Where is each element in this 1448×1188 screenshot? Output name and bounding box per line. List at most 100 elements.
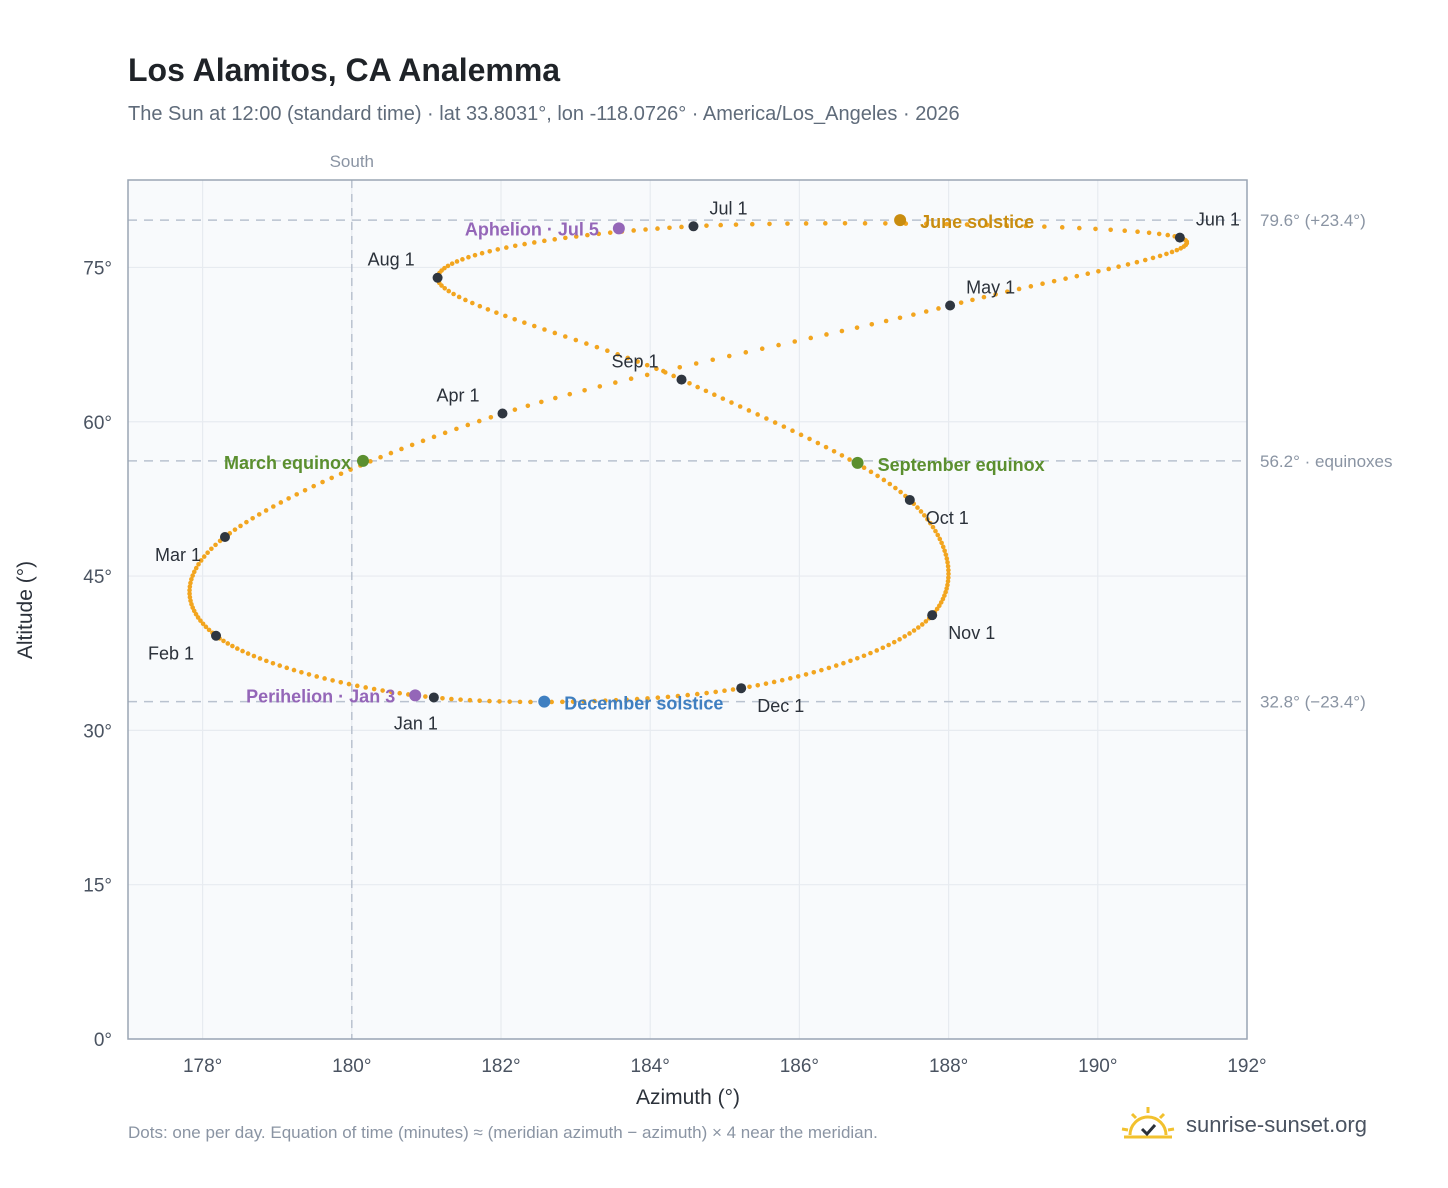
daily-sun-dot: [338, 471, 344, 477]
daily-sun-dot: [677, 364, 683, 370]
daily-sun-dot: [923, 619, 929, 624]
daily-sun-dot: [635, 359, 640, 364]
daily-sun-dot: [831, 448, 837, 454]
daily-sun-dot: [203, 624, 209, 630]
daily-sun-dot: [1005, 289, 1010, 294]
daily-sun-dot: [759, 346, 765, 352]
daily-sun-dot: [284, 665, 290, 671]
daily-sun-dot: [743, 350, 749, 355]
daily-sun-dot: [785, 221, 790, 226]
daily-sun-dot: [1125, 262, 1131, 267]
daily-sun-dot: [726, 353, 732, 359]
daily-sun-dot: [874, 648, 880, 653]
daily-sun-dot: [348, 467, 353, 472]
daily-sun-dot: [354, 683, 360, 689]
daily-sun-dot: [487, 248, 493, 254]
daily-sun-dot: [466, 254, 471, 260]
daily-sun-dot: [631, 228, 636, 233]
daily-sun-dot: [528, 699, 533, 705]
daily-sun-dot: [940, 544, 946, 550]
daily-sun-dot: [532, 323, 537, 329]
daily-sun-dot: [755, 682, 761, 688]
daily-sun-dot: [553, 395, 558, 401]
daily-sun-dot: [643, 227, 648, 232]
daily-sun-dot: [573, 337, 579, 343]
daily-sun-dot: [244, 519, 249, 525]
x-tick-label: 178°: [183, 1056, 222, 1077]
daily-sun-dot: [883, 221, 888, 226]
daily-sun-dot: [729, 400, 734, 405]
daily-sun-dot: [772, 420, 778, 425]
daily-sun-dot: [439, 283, 444, 288]
daily-sun-dot: [945, 563, 951, 569]
daily-sun-dot: [314, 674, 320, 679]
month-marker: [945, 300, 956, 311]
daily-sun-dot: [488, 414, 494, 420]
month-label: Jun 1: [1196, 210, 1240, 230]
daily-sun-dot: [875, 473, 880, 479]
daily-sun-dot: [1150, 255, 1156, 261]
daily-sun-dot: [687, 381, 692, 386]
daily-sun-dot: [477, 698, 482, 703]
daily-sun-dot: [981, 294, 987, 300]
daily-sun-dot: [596, 231, 602, 237]
daily-sun-dot: [934, 606, 940, 612]
event-label: Perihelion · Jan 3: [246, 686, 395, 706]
daily-sun-dot: [898, 489, 903, 495]
footnote: Dots: one per day. Equation of time (min…: [128, 1123, 878, 1142]
daily-sun-dot: [522, 320, 527, 325]
daily-sun-dot: [747, 684, 752, 690]
daily-sun-dot: [925, 516, 930, 522]
daily-sun-dot: [198, 618, 203, 623]
daily-sun-dot: [597, 384, 603, 389]
daily-sun-dot: [710, 357, 716, 363]
daily-sun-dot: [582, 387, 587, 393]
daily-sun-dot: [1085, 271, 1091, 277]
event-marker: [894, 214, 907, 227]
y-tick-label: 0°: [94, 1030, 112, 1051]
daily-sun-dot: [839, 328, 845, 334]
plot-frame: [127, 179, 1248, 1040]
daily-sun-dot: [644, 372, 650, 378]
daily-sun-dot: [945, 578, 951, 584]
x-tick-label: 192°: [1227, 1056, 1266, 1077]
brand[interactable]: sunrise-sunset.org: [1120, 1100, 1367, 1150]
daily-sun-dot: [713, 689, 718, 695]
daily-sun-dot: [539, 399, 544, 405]
daily-sun-dot: [263, 508, 269, 513]
daily-sun-dot: [943, 589, 948, 595]
event-marker: [356, 454, 369, 467]
daily-sun-dot: [463, 297, 468, 303]
daily-sun-dot: [562, 334, 568, 339]
daily-sun-dot: [193, 565, 199, 571]
daily-sun-dot: [936, 306, 941, 311]
daily-sun-dot: [479, 250, 485, 256]
daily-sun-dot: [380, 688, 385, 693]
daily-sun-dot: [911, 628, 917, 633]
month-marker: [497, 408, 508, 419]
daily-sun-dot: [399, 446, 404, 452]
y-tick-label: 75°: [83, 258, 112, 279]
daily-sun-dot: [923, 309, 929, 314]
daily-sun-dot: [964, 222, 970, 227]
daily-sun-dot: [807, 436, 812, 442]
daily-sun-dot: [470, 300, 475, 306]
daily-sun-dot: [442, 430, 448, 436]
daily-sun-dot: [693, 361, 699, 366]
daily-sun-dot: [803, 672, 809, 677]
daily-sun-dot: [792, 339, 798, 344]
daily-sun-dot: [1074, 273, 1080, 279]
daily-sun-dot: [624, 697, 629, 702]
daily-sun-dot: [472, 252, 478, 258]
daily-sun-dot: [946, 575, 951, 580]
event-label: December solstice: [564, 694, 723, 714]
daily-sun-dot: [607, 230, 613, 235]
daily-sun-dot: [1051, 278, 1057, 284]
daily-sun-dot: [449, 261, 455, 266]
daily-sun-dot: [1106, 266, 1112, 272]
month-marker: [211, 630, 222, 641]
daily-sun-dot: [238, 523, 243, 529]
daily-sun-dot: [855, 656, 860, 661]
daily-sun-dot: [645, 696, 650, 701]
y-tick-label: 60°: [83, 413, 112, 434]
